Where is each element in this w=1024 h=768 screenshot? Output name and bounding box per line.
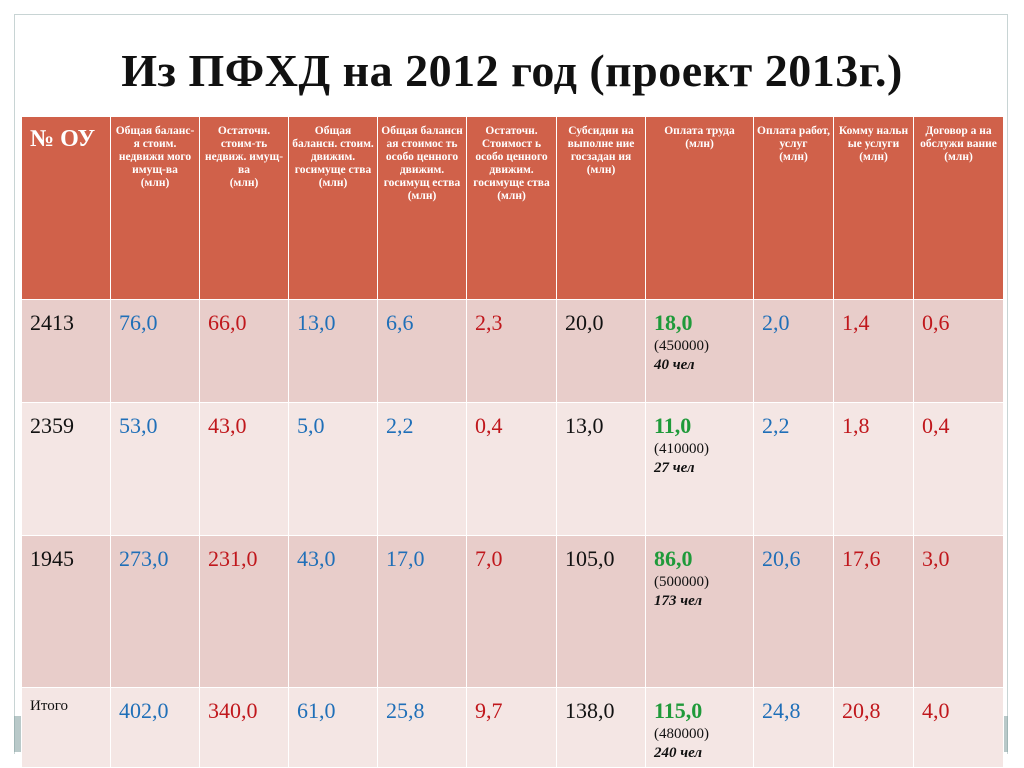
- cell-value: 1,8: [833, 402, 914, 536]
- pay-people: 173 чел: [654, 593, 703, 609]
- header-unit: (млн): [859, 151, 888, 163]
- header-cell: Остаточн. стоим-ть недвиж. имущ-ва (млн): [199, 116, 289, 300]
- cell-value: 1,4: [833, 299, 914, 403]
- cell-value: 17,0: [377, 535, 467, 688]
- cell-value: 231,0: [199, 535, 289, 688]
- pay-salary: (450000): [654, 338, 709, 354]
- cell-ou-total: Итого: [21, 687, 111, 768]
- cell-value: 76,0: [110, 299, 200, 403]
- cell-value: 13,0: [288, 299, 378, 403]
- pay-value: 115,0: [654, 698, 703, 723]
- pay-salary: (410000): [654, 441, 709, 457]
- table-row: 2359 53,0 43,0 5,0 2,2 0,4 13,0 11,0 (410…: [21, 402, 1004, 536]
- cell-pay: 18,0 (450000) 40 чел: [645, 299, 754, 403]
- cell-value: 6,6: [377, 299, 467, 403]
- table-row-total: Итого 402,0 340,0 61,0 25,8 9,7 138,0 11…: [21, 687, 1004, 768]
- header-unit: (млн): [318, 177, 348, 189]
- pay-people: 240 чел: [654, 745, 703, 761]
- cell-value: 3,0: [913, 535, 1004, 688]
- cell-pay: 11,0 (410000) 27 чел: [645, 402, 754, 536]
- header-text: Оплата работ, услуг: [757, 125, 830, 150]
- header-cell: Общая балансн ая стоимос ть особо ценног…: [377, 116, 467, 300]
- cell-value: 20,8: [833, 687, 914, 768]
- header-cell-ou: № ОУ: [21, 116, 111, 300]
- cell-value: 9,7: [466, 687, 557, 768]
- cell-value: 2,2: [753, 402, 834, 536]
- pay-salary: (480000): [654, 726, 709, 742]
- header-unit: (млн): [586, 164, 616, 176]
- cell-value: 2,3: [466, 299, 557, 403]
- cell-value: 20,6: [753, 535, 834, 688]
- cell-value: 273,0: [110, 535, 200, 688]
- header-text: Остаточн. стоим-ть недвиж. имущ-ва: [204, 125, 284, 176]
- header-cell: Субсидии на выполне ние госзадан ия (млн): [556, 116, 646, 300]
- cell-ou: 2413: [21, 299, 111, 403]
- cell-ou: 2359: [21, 402, 111, 536]
- cell-value: 0,4: [913, 402, 1004, 536]
- cell-value: 61,0: [288, 687, 378, 768]
- header-text: Общая баланс-я стоим. недвижи мого имущ-…: [115, 125, 195, 176]
- header-unit: (млн): [407, 190, 437, 202]
- cell-value: 20,0: [556, 299, 646, 403]
- cell-value: 402,0: [110, 687, 200, 768]
- cell-value: 2,2: [377, 402, 467, 536]
- pay-value: 11,0: [654, 413, 692, 438]
- cell-value: 17,6: [833, 535, 914, 688]
- pay-value: 18,0: [654, 310, 693, 335]
- header-unit: (млн): [944, 151, 973, 163]
- cell-pay: 115,0 (480000) 240 чел: [645, 687, 754, 768]
- table-row: 2413 76,0 66,0 13,0 6,6 2,3 20,0 18,0 (45…: [21, 299, 1004, 403]
- header-cell: Комму нальн ые услуги (млн): [833, 116, 914, 300]
- header-cell: Оплата работ, услуг (млн): [753, 116, 834, 300]
- budget-table: № ОУ Общая баланс-я стоим. недвижи мого …: [21, 116, 1004, 768]
- header-cell: Общая баланс-я стоим. недвижи мого имущ-…: [110, 116, 200, 300]
- header-text: Комму нальн ые услуги: [838, 125, 909, 150]
- cell-value: 105,0: [556, 535, 646, 688]
- cell-value: 2,0: [753, 299, 834, 403]
- pay-people: 40 чел: [654, 357, 695, 373]
- cell-value: 0,6: [913, 299, 1004, 403]
- header-unit: (млн): [140, 177, 170, 189]
- header-unit: (млн): [779, 151, 808, 163]
- pay-salary: (500000): [654, 574, 709, 590]
- table-row: 1945 273,0 231,0 43,0 17,0 7,0 105,0 86,…: [21, 535, 1004, 688]
- header-cell: Договор а на обслужи вание (млн): [913, 116, 1004, 300]
- cell-value: 43,0: [199, 402, 289, 536]
- header-unit: (млн): [497, 190, 526, 202]
- cell-value: 66,0: [199, 299, 289, 403]
- cell-value: 340,0: [199, 687, 289, 768]
- slide-frame: [14, 14, 1008, 754]
- cell-value: 24,8: [753, 687, 834, 768]
- header-unit: (млн): [685, 138, 714, 150]
- pay-value: 86,0: [654, 546, 693, 571]
- cell-value: 7,0: [466, 535, 557, 688]
- cell-pay: 86,0 (500000) 173 чел: [645, 535, 754, 688]
- cell-ou: 1945: [21, 535, 111, 688]
- page-title: Из ПФХД на 2012 год (проект 2013г.): [121, 45, 903, 96]
- cell-value: 25,8: [377, 687, 467, 768]
- header-text: Общая балансн. стоим. движим. госимуще с…: [292, 125, 374, 176]
- cell-value: 5,0: [288, 402, 378, 536]
- header-text: Субсидии на выполне ние госзадан ия: [567, 125, 635, 163]
- header-cell: Остаточн. Стоимост ь особо ценного движи…: [466, 116, 557, 300]
- header-cell: Общая балансн. стоим. движим. госимуще с…: [288, 116, 378, 300]
- cell-value: 13,0: [556, 402, 646, 536]
- header-cell: Оплата труда (млн): [645, 116, 754, 300]
- cell-value: 138,0: [556, 687, 646, 768]
- cell-value: 53,0: [110, 402, 200, 536]
- table-header-row: № ОУ Общая баланс-я стоим. недвижи мого …: [21, 116, 1004, 300]
- cell-value: 43,0: [288, 535, 378, 688]
- pay-people: 27 чел: [654, 460, 695, 476]
- header-text: № ОУ: [30, 126, 96, 152]
- header-unit: (млн): [229, 177, 259, 189]
- cell-value: 0,4: [466, 402, 557, 536]
- header-text: Общая балансн ая стоимос ть особо ценног…: [381, 125, 463, 189]
- header-text: Договор а на обслужи вание: [920, 125, 997, 150]
- cell-value: 4,0: [913, 687, 1004, 768]
- header-text: Оплата труда: [664, 125, 735, 137]
- header-text: Остаточн. Стоимост ь особо ценного движи…: [473, 125, 550, 189]
